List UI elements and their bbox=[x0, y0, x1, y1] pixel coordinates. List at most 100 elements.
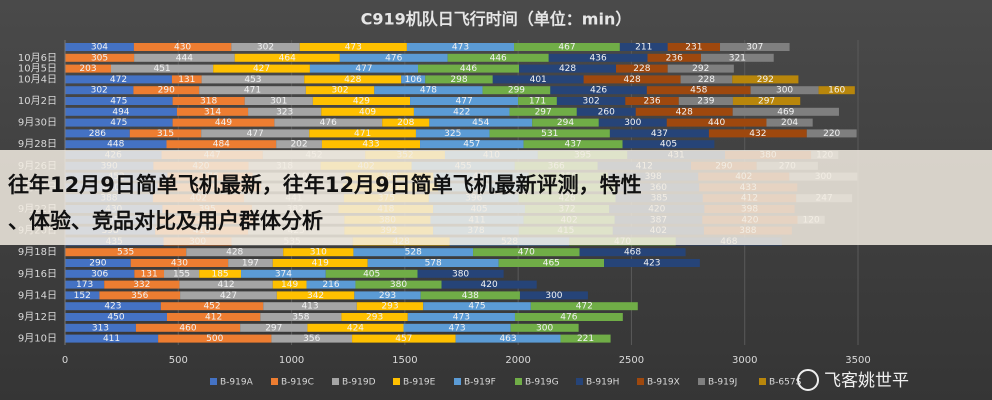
chart-title: C919机队日飞行时间（单位：min） bbox=[361, 10, 632, 29]
x-tick-label: 1500 bbox=[392, 355, 417, 366]
bar-segment bbox=[766, 118, 813, 127]
bar-segment bbox=[321, 140, 421, 149]
data-label: 428 bbox=[624, 75, 641, 85]
data-label: 300 bbox=[536, 323, 553, 333]
bar-segment bbox=[176, 107, 249, 116]
bar-segment bbox=[367, 259, 499, 267]
bar-segment bbox=[263, 302, 357, 311]
legend-swatch bbox=[576, 378, 583, 385]
legend-swatch bbox=[637, 378, 644, 385]
bar-segment bbox=[407, 313, 515, 321]
data-label: 173 bbox=[76, 280, 93, 290]
bar-segment bbox=[550, 86, 647, 95]
bar-segment bbox=[509, 107, 577, 116]
bar-segment bbox=[420, 140, 524, 149]
bar-segment bbox=[518, 97, 557, 105]
bar-segment bbox=[231, 43, 300, 51]
data-label: 239 bbox=[697, 97, 714, 107]
data-label: 411 bbox=[103, 334, 120, 344]
bar-segment bbox=[353, 248, 474, 257]
data-label: 313 bbox=[92, 323, 109, 333]
legend-label: B-919C bbox=[281, 378, 314, 388]
bar-segment bbox=[283, 248, 354, 257]
data-label: 318 bbox=[200, 97, 217, 107]
data-label: 535 bbox=[117, 248, 134, 258]
bar-segment bbox=[455, 334, 561, 343]
data-label: 300 bbox=[545, 291, 562, 301]
bar-segment bbox=[234, 53, 340, 62]
data-label: 321 bbox=[729, 53, 746, 63]
data-label: 473 bbox=[345, 43, 362, 53]
data-label: 401 bbox=[530, 75, 547, 85]
y-tick-label: 9月14日 bbox=[18, 289, 57, 301]
bar-segment bbox=[179, 280, 273, 289]
bar-segment bbox=[354, 291, 421, 300]
data-label: 160 bbox=[828, 86, 845, 96]
bar-segment bbox=[133, 86, 200, 95]
data-label: 446 bbox=[460, 64, 477, 74]
bar-segment bbox=[410, 97, 519, 105]
data-label: 304 bbox=[91, 43, 108, 53]
bar-segment bbox=[160, 302, 264, 311]
data-label: 306 bbox=[91, 269, 108, 279]
data-label: 428 bbox=[226, 248, 243, 258]
bar-segment bbox=[104, 280, 180, 289]
x-tick-label: 1000 bbox=[279, 355, 304, 366]
data-label: 473 bbox=[448, 323, 465, 333]
bar-segment bbox=[129, 129, 202, 138]
data-label: 131 bbox=[178, 75, 195, 85]
x-tick-label: 0 bbox=[62, 355, 68, 366]
data-label: 300 bbox=[776, 86, 793, 96]
legend-swatch bbox=[759, 378, 766, 385]
bar-segment bbox=[65, 75, 172, 84]
legend-swatch bbox=[454, 378, 461, 385]
bar-segment bbox=[133, 43, 232, 51]
data-label: 412 bbox=[217, 280, 234, 290]
data-label: 171 bbox=[529, 97, 546, 107]
data-label: 463 bbox=[499, 334, 516, 344]
data-label: 106 bbox=[405, 75, 422, 85]
data-label: 476 bbox=[560, 313, 577, 323]
bar-segment bbox=[65, 107, 177, 116]
data-label: 297 bbox=[758, 97, 775, 107]
data-label: 440 bbox=[708, 118, 725, 128]
data-label: 484 bbox=[213, 140, 230, 150]
data-label: 427 bbox=[220, 291, 237, 301]
data-label: 294 bbox=[557, 118, 574, 128]
legend-swatch bbox=[271, 378, 278, 385]
legend-label: B-919X bbox=[647, 378, 680, 388]
bar-segment bbox=[635, 107, 733, 116]
data-label: 470 bbox=[518, 248, 535, 258]
bar-segment bbox=[425, 75, 493, 84]
data-label: 531 bbox=[541, 129, 558, 139]
bar-segment bbox=[135, 323, 241, 332]
legend-label: B-919G bbox=[525, 378, 559, 388]
bar-segment bbox=[158, 334, 272, 343]
bar-segment bbox=[325, 269, 418, 278]
data-label: 476 bbox=[320, 118, 337, 128]
data-label: 301 bbox=[270, 97, 287, 107]
data-label: 453 bbox=[244, 75, 261, 85]
legend-swatch bbox=[393, 378, 400, 385]
bar-segment bbox=[65, 313, 167, 321]
data-label: 477 bbox=[247, 129, 264, 139]
data-label: 578 bbox=[425, 259, 442, 269]
bar-segment bbox=[489, 129, 610, 138]
data-label: 452 bbox=[203, 302, 220, 312]
bar-segment bbox=[492, 75, 584, 84]
bar-segment bbox=[708, 129, 807, 138]
bar-segment bbox=[201, 129, 310, 138]
data-label: 471 bbox=[354, 129, 371, 139]
data-label: 236 bbox=[643, 97, 660, 107]
bar-segment bbox=[110, 64, 214, 73]
data-label: 380 bbox=[390, 280, 407, 290]
x-tick-label: 3500 bbox=[845, 355, 870, 366]
banner-line: 、体验、竞品对比及用户群体分析 bbox=[8, 209, 323, 233]
legend-label: B-919H bbox=[586, 378, 619, 388]
data-label: 430 bbox=[171, 259, 188, 269]
bar-segment bbox=[732, 97, 801, 105]
data-label: 302 bbox=[331, 86, 348, 96]
bar-segment bbox=[272, 259, 368, 267]
bar-segment bbox=[199, 86, 306, 95]
